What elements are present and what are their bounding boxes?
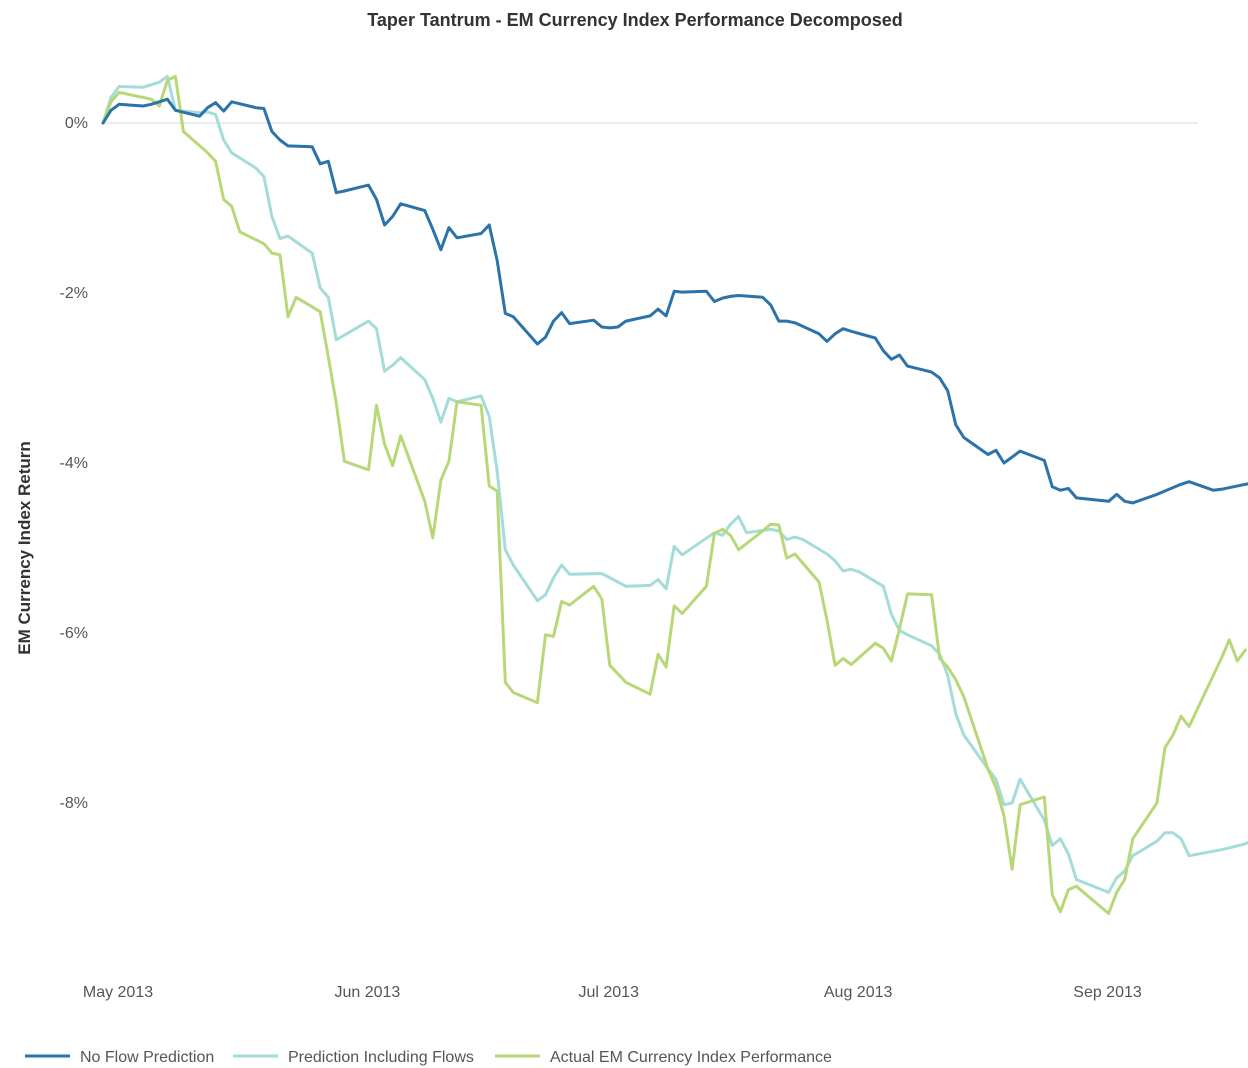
chart-title: Taper Tantrum - EM Currency Index Perfor… [367, 10, 902, 30]
legend-label: No Flow Prediction [80, 1049, 214, 1066]
series-line-actual-em-currency-index-performance [101, 74, 1247, 915]
y-tick-label: -4% [60, 455, 88, 472]
y-tick-label: -2% [60, 285, 88, 302]
series-line-no-flow-prediction [101, 97, 1248, 505]
legend-item: Actual EM Currency Index Performance [495, 1049, 832, 1066]
y-axis-ticks: 0% -2% -4% -6% -8% [60, 115, 88, 812]
legend-item: Prediction Including Flows [233, 1049, 474, 1066]
series-line-prediction-including-flows [101, 74, 1248, 894]
legend-label: Actual EM Currency Index Performance [550, 1049, 832, 1066]
y-axis-label: EM Currency Index Return [15, 441, 34, 655]
x-axis-ticks: May 2013 Jun 2013 Jul 2013 Aug 2013 Sep 2013 [83, 984, 1142, 1001]
chart-legend: No Flow Prediction Prediction Including F… [25, 1049, 832, 1066]
series-lines [101, 74, 1248, 915]
y-tick-label: 0% [65, 115, 88, 132]
legend-item: No Flow Prediction [25, 1049, 214, 1066]
x-tick-label: May 2013 [83, 984, 153, 1001]
x-tick-label: Jun 2013 [334, 984, 400, 1001]
legend-label: Prediction Including Flows [288, 1049, 474, 1066]
x-tick-label: Jul 2013 [578, 984, 639, 1001]
x-tick-label: Sep 2013 [1073, 984, 1142, 1001]
y-tick-label: -8% [60, 795, 88, 812]
y-tick-label: -6% [60, 625, 88, 642]
x-tick-label: Aug 2013 [824, 984, 893, 1001]
